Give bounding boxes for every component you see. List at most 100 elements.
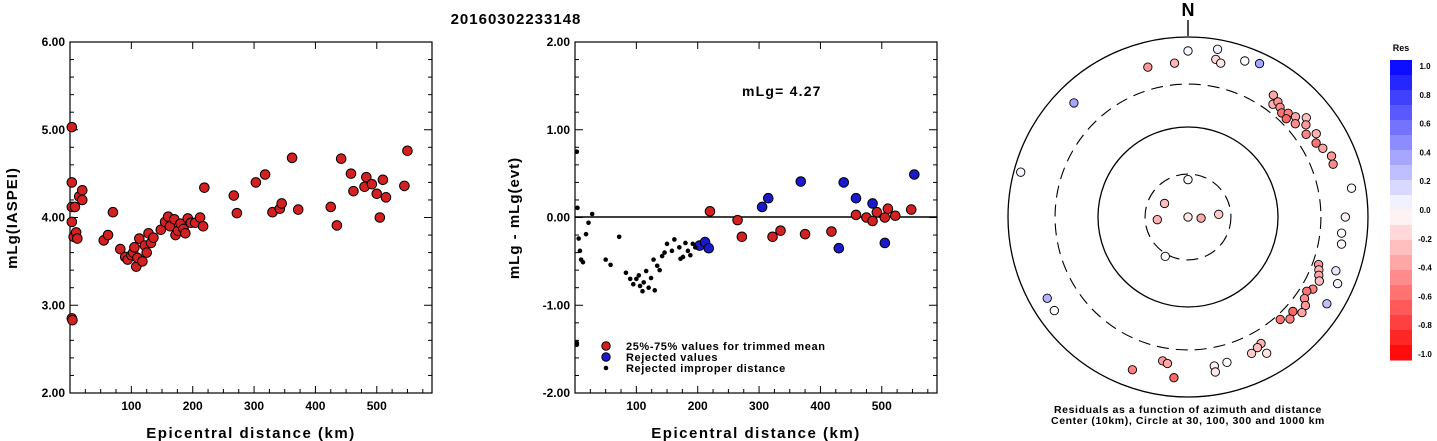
- rejected-value-point: [908, 169, 920, 180]
- plot2-y-tick-label: -1.00: [543, 298, 571, 312]
- trimmed-mean-point: [276, 198, 287, 209]
- colorbar-tick-label: 0.8: [1419, 91, 1431, 100]
- improper-distance-point: [648, 275, 654, 281]
- trimmed-mean-point: [115, 243, 126, 255]
- colorbar-block: [1390, 150, 1412, 166]
- trimmed-mean-point: [197, 220, 209, 232]
- polar-residual-point: [1290, 119, 1300, 129]
- rejected-value-point: [762, 192, 774, 204]
- improper-distance-point: [690, 241, 696, 247]
- plot1-x-tick-label: 500: [367, 399, 387, 413]
- trimmed-mean-point: [361, 171, 372, 183]
- trimmed-mean-point: [134, 233, 145, 244]
- improper-distance-point: [657, 267, 662, 273]
- improper-distance-point: [603, 257, 608, 262]
- polar-residual-point: [1042, 293, 1052, 303]
- trimmed-mean-point: [331, 220, 343, 231]
- trimmed-mean-point: [231, 207, 243, 219]
- polar-residual-point: [1326, 151, 1337, 161]
- colorbar-block: [1390, 255, 1412, 271]
- plot2-axes: 100 200 300 400 500 -2.00 -1.00 0.00 1.00 2.00: [543, 35, 937, 413]
- polar-residual-point: [1297, 307, 1307, 318]
- improper-distance-point: [586, 220, 591, 226]
- polar-residual-point: [1183, 212, 1193, 222]
- colorbar-block: [1390, 180, 1412, 196]
- trimmed-mean-point: [141, 247, 152, 258]
- rejected-value-point: [756, 201, 768, 213]
- improper-distance-point: [637, 283, 643, 289]
- trimmed-mean-point: [76, 184, 88, 196]
- trimmed-mean-point: [194, 212, 206, 223]
- rejected-value-point: [795, 176, 807, 187]
- plot2-x-label: Epicentral distance (km): [651, 425, 860, 441]
- polar-residual-point: [1311, 129, 1321, 139]
- trimmed-mean-point: [325, 201, 337, 213]
- improper-distance-point: [692, 245, 698, 250]
- improper-distance-point: [683, 240, 688, 246]
- plot1-y-tick-label: 4.00: [42, 211, 66, 225]
- colorbar-block: [1390, 345, 1412, 361]
- colorbar-tick-label: 0.0: [1419, 206, 1431, 215]
- plot1-y-tick-label: 6.00: [42, 35, 66, 49]
- trimmed-mean-point: [228, 190, 240, 201]
- plot2-legend: 25%-75% values for trimmed meanRejected …: [601, 341, 825, 375]
- colorbar-block: [1390, 135, 1412, 151]
- polar-residual-point: [1328, 159, 1338, 169]
- improper-distance-point: [627, 276, 633, 282]
- improper-distance-point: [623, 270, 629, 276]
- polar-residual-point: [1340, 212, 1350, 222]
- polar-residual-point: [1214, 209, 1224, 219]
- improper-distance-point: [669, 248, 675, 254]
- trimmed-mean-point: [799, 228, 811, 240]
- figure-title: 20160302233148: [451, 11, 582, 28]
- improper-distance-point: [652, 288, 658, 293]
- plot1-x-tick-label: 400: [305, 399, 325, 413]
- improper-distance-point: [680, 254, 686, 260]
- colorbar-block: [1390, 300, 1412, 316]
- legend-improper-marker: [603, 365, 609, 371]
- colorbar-block: [1390, 315, 1412, 331]
- improper-distance-point: [634, 276, 639, 282]
- trimmed-mean-point: [377, 174, 389, 186]
- improper-distance-point: [654, 263, 660, 269]
- improper-distance-point: [677, 245, 682, 250]
- polar-residual-point: [1049, 305, 1059, 316]
- colorbar-labels: 1.0 0.8 0.6 0.4 0.2 0.0 -0.2 -0.4 -0.6 -0.8 -1.0: [1418, 62, 1432, 359]
- magnitude-vs-distance-plot: 100 200 300 400 500 2.00 3.00 4.00 5.00 6.00 Epic…: [4, 35, 433, 441]
- plot1-x-tick-label: 300: [244, 399, 264, 413]
- polar-residual-point: [1254, 58, 1265, 69]
- improper-distance-point: [580, 259, 586, 265]
- trimmed-mean-point: [69, 201, 81, 213]
- colorbar-block: [1390, 195, 1412, 211]
- polar-residual-point: [1240, 56, 1250, 66]
- plot1-y-tick-label: 5.00: [42, 123, 66, 137]
- improper-distance-point: [574, 342, 580, 348]
- trimmed-mean-point: [67, 314, 78, 326]
- legend-rejected-marker: [601, 352, 611, 362]
- trimmed-mean-point: [286, 152, 298, 164]
- rejected-value-point: [867, 198, 878, 209]
- polar-residual-point: [1216, 58, 1226, 68]
- colorbar-tick-label: -0.8: [1418, 321, 1432, 330]
- rejected-value-point: [703, 242, 715, 254]
- trimmed-mean-point: [775, 225, 786, 236]
- improper-distance-point: [646, 285, 651, 291]
- trimmed-mean-point: [129, 242, 140, 253]
- trimmed-mean-point: [704, 206, 716, 217]
- plot2-y-label: mLg - mLg(evt): [506, 157, 523, 279]
- polar-points: [1016, 44, 1357, 383]
- polar-residual-point: [1212, 44, 1223, 54]
- trimmed-mean-point: [148, 232, 159, 243]
- improper-distance-point: [651, 257, 656, 262]
- trimmed-mean-point: [374, 212, 386, 223]
- plot1-points: [66, 121, 413, 326]
- trimmed-mean-point: [348, 185, 359, 197]
- legend-trimmed-marker: [601, 341, 611, 351]
- colorbar-tick-label: 1.0: [1419, 62, 1431, 71]
- trimmed-mean-point: [180, 227, 191, 239]
- colorbar-title: Res: [1393, 43, 1410, 53]
- polar-residual-point: [1162, 358, 1173, 369]
- polar-residual-point: [1169, 58, 1180, 68]
- polar-residual-point: [1301, 129, 1311, 139]
